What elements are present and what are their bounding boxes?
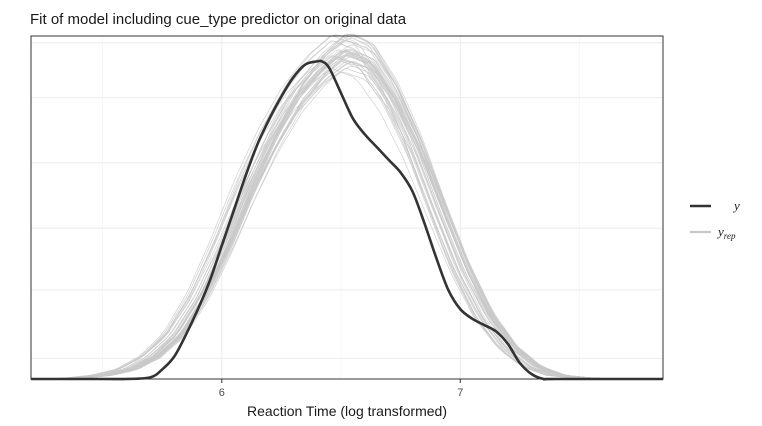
y-rep-line: [30, 34, 661, 380]
y-rep-line: [30, 61, 661, 380]
y-rep-line: [30, 71, 661, 380]
legend: y yrep: [690, 198, 740, 241]
x-tick-label: 7: [457, 387, 463, 399]
y-series: [30, 59, 663, 381]
y-rep-line: [30, 49, 661, 380]
x-axis-title: Reaction Time (log transformed): [247, 403, 447, 419]
grid-lines: [31, 36, 663, 379]
x-tick-label: 6: [219, 387, 225, 399]
y-rep-line: [30, 66, 661, 380]
y-rep-line: [30, 49, 661, 380]
y-rep-line: [30, 58, 661, 380]
y-rep-line: [30, 34, 661, 380]
y-rep-line: [30, 33, 661, 380]
y-rep-line: [30, 68, 661, 380]
y-rep-line: [30, 44, 661, 380]
y-rep-line: [30, 49, 661, 380]
y-rep-line: [30, 60, 661, 380]
y-rep-line: [30, 68, 661, 380]
y-rep-line: [30, 35, 661, 380]
y-rep-line: [30, 50, 661, 380]
y-rep-line: [30, 49, 661, 380]
y-line: [30, 59, 663, 381]
y-rep-line: [30, 40, 661, 380]
y-rep-line: [30, 35, 661, 380]
legend-label: y: [732, 198, 740, 213]
y-rep-line: [30, 62, 661, 380]
y-rep-line: [30, 39, 661, 380]
y-rep-line: [30, 60, 661, 380]
y-rep-line: [30, 54, 661, 380]
y-rep-line: [30, 50, 661, 380]
panel-border: [30, 35, 664, 380]
y-rep-series: [30, 33, 661, 380]
y-rep-line: [30, 40, 661, 380]
y-rep-line: [30, 40, 661, 380]
legend-label-subscript: rep: [724, 231, 736, 241]
chart-title: Fit of model including cue_type predicto…: [30, 11, 407, 28]
y-rep-line: [30, 33, 661, 380]
y-rep-line: [30, 35, 661, 380]
legend-label: yrep: [716, 224, 736, 241]
y-rep-line: [30, 50, 661, 380]
y-rep-line: [30, 37, 661, 380]
